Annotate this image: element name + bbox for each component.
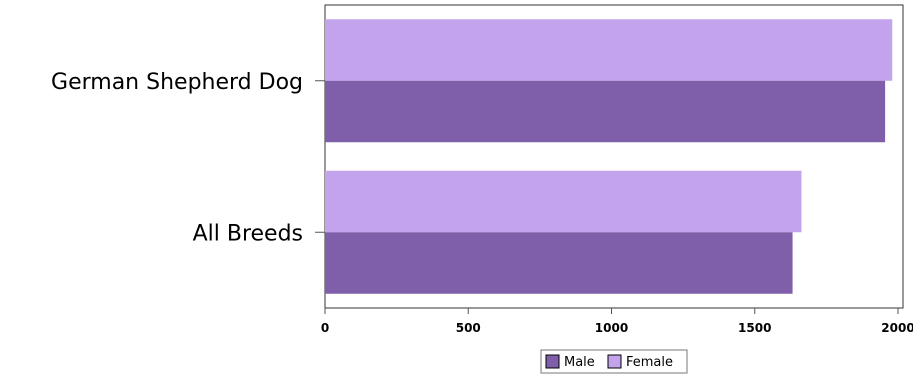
- bar-all-breeds-female: [325, 170, 802, 233]
- category-label-all-breeds: All Breeds: [193, 221, 303, 246]
- category-axis: German Shepherd Dog All Breeds: [51, 70, 325, 246]
- value-axis: 0 500 1000 1500 2000: [321, 308, 913, 335]
- x-tick-label-0: 0: [321, 321, 329, 335]
- category-label-german-shepherd-dog: German Shepherd Dog: [51, 70, 303, 95]
- legend-swatch-male: [545, 354, 560, 369]
- x-tick-label-1000: 1000: [595, 321, 628, 335]
- legend: Male Female: [540, 349, 688, 374]
- legend-label-female: Female: [626, 355, 673, 370]
- x-tick-label-2000: 2000: [881, 321, 913, 335]
- bar-german-shepherd-dog-male: [325, 80, 886, 143]
- legend-label-male: Male: [564, 355, 595, 370]
- legend-swatch-female: [607, 354, 622, 369]
- bar-german-shepherd-dog-female: [325, 19, 893, 81]
- x-tick-label-500: 500: [456, 321, 481, 335]
- bars-group: [325, 19, 893, 294]
- bar-all-breeds-male: [325, 232, 793, 294]
- x-tick-label-1500: 1500: [738, 321, 771, 335]
